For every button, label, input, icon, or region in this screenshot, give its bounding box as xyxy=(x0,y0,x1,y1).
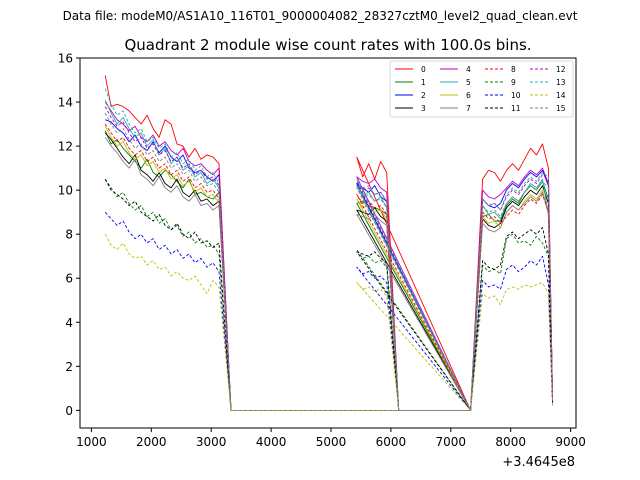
legend-label: 4 xyxy=(466,65,471,74)
x-tick-label: 3000 xyxy=(196,435,227,449)
series-line-0 xyxy=(104,75,554,411)
legend-label: 6 xyxy=(466,91,471,100)
x-tick-label: 8000 xyxy=(495,435,526,449)
series-line-12 xyxy=(104,106,554,411)
x-tick-label: 4000 xyxy=(256,435,287,449)
series-line-11 xyxy=(104,178,554,411)
series-line-5 xyxy=(104,99,554,411)
series-line-2 xyxy=(105,119,554,411)
x-tick-label: 2000 xyxy=(136,435,167,449)
y-tick-label: 10 xyxy=(58,184,73,198)
series-line-10 xyxy=(104,211,554,411)
y-tick-label: 4 xyxy=(65,316,73,330)
legend-label: 9 xyxy=(511,78,516,87)
legend-label: 13 xyxy=(556,78,566,87)
y-tick-label: 2 xyxy=(65,360,73,374)
series-line-13 xyxy=(104,88,554,411)
series-line-14 xyxy=(104,233,554,411)
y-tick-label: 12 xyxy=(58,140,73,154)
legend-label: 14 xyxy=(556,91,566,100)
y-tick-label: 14 xyxy=(58,96,73,110)
legend-label: 11 xyxy=(511,104,521,113)
legend-label: 1 xyxy=(421,78,426,87)
legend-label: 7 xyxy=(466,104,471,113)
series-line-1 xyxy=(104,130,554,411)
x-tick-label: 6000 xyxy=(376,435,407,449)
legend-label: 10 xyxy=(511,91,521,100)
plot-frame xyxy=(79,57,577,429)
legend-label: 12 xyxy=(556,65,566,74)
legend-label: 15 xyxy=(556,104,566,113)
x-tick-label: 7000 xyxy=(436,435,467,449)
series-line-4 xyxy=(104,101,554,411)
y-tick-label: 0 xyxy=(65,404,73,418)
series-layer xyxy=(104,75,554,411)
y-tick-label: 6 xyxy=(65,272,73,286)
x-tick-label: 5000 xyxy=(316,435,347,449)
x-tick-label: 9000 xyxy=(555,435,586,449)
y-tick-label: 16 xyxy=(58,52,73,66)
legend-label: 0 xyxy=(421,65,426,74)
y-axis: 0 2 4 6 8 10 12 14 16 xyxy=(58,52,80,418)
series-line-15 xyxy=(104,112,554,411)
legend-label: 3 xyxy=(421,104,426,113)
x-offset-label: +3.4645e8 xyxy=(502,455,575,470)
legend-label: 2 xyxy=(421,91,426,100)
data-file-header: Data file: modeM0/AS1A10_116T01_90000040… xyxy=(63,9,578,23)
y-tick-label: 8 xyxy=(65,228,73,242)
legend-box xyxy=(389,60,574,118)
x-tick-label: 1000 xyxy=(76,435,107,449)
chart-title: Quadrant 2 module wise count rates with … xyxy=(124,36,531,54)
series-line-9 xyxy=(104,178,554,411)
legend-label: 5 xyxy=(466,78,471,87)
x-axis: 1000 2000 3000 4000 5000 6000 7000 8000 9000 xyxy=(76,428,586,449)
legend-label: 8 xyxy=(511,65,516,74)
